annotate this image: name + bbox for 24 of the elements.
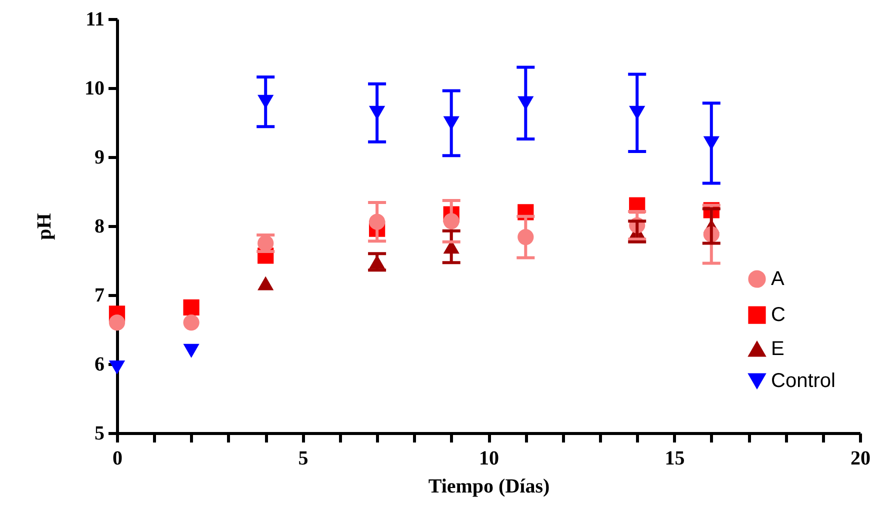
legend-label: Control — [771, 370, 836, 392]
x-axis-title: Tiempo (Días) — [428, 476, 550, 498]
legend-label: A — [771, 268, 785, 290]
x-tick-label: 10 — [479, 448, 499, 470]
y-tick-label: 8 — [94, 216, 104, 238]
y-tick-label: 6 — [94, 354, 104, 376]
x-tick-label: 20 — [850, 448, 870, 470]
y-tick-label: 5 — [94, 422, 104, 444]
point — [183, 314, 200, 331]
legend-label: C — [771, 304, 786, 326]
y-tick-label: 9 — [94, 146, 104, 168]
y-tick-label: 11 — [86, 8, 104, 30]
y-tick-label: 7 — [94, 284, 104, 306]
point — [183, 344, 200, 358]
x-tick-label: 0 — [112, 448, 122, 470]
x-tick-label: 15 — [664, 448, 685, 470]
point — [108, 360, 126, 374]
legend-label: E — [771, 338, 784, 360]
y-axis-title: pH — [34, 212, 56, 240]
y-tick-label: 10 — [84, 78, 104, 100]
x-tick-label: 5 — [298, 448, 308, 470]
point — [108, 314, 126, 331]
point — [183, 299, 200, 316]
point — [258, 276, 274, 290]
